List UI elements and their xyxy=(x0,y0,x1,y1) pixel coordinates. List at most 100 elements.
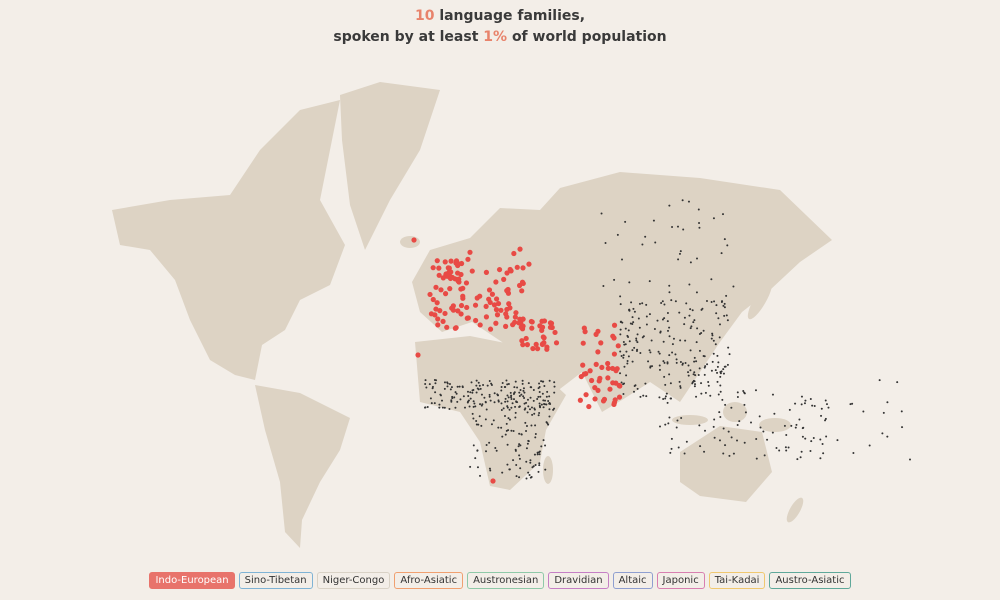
language-dot xyxy=(665,392,668,395)
language-dot xyxy=(642,335,645,338)
language-dot xyxy=(684,339,687,342)
language-dot xyxy=(517,445,520,448)
language-dot xyxy=(736,391,739,394)
language-dot xyxy=(742,389,745,392)
language-dot xyxy=(479,403,482,406)
legend-item[interactable]: Afro-Asiatic xyxy=(394,572,464,589)
language-dot xyxy=(547,423,550,426)
language-dot xyxy=(684,361,687,364)
language-dot xyxy=(529,461,532,464)
language-dot xyxy=(473,402,476,405)
language-dot xyxy=(677,258,680,261)
legend-item[interactable]: Tai-Kadai xyxy=(708,572,766,589)
language-dot xyxy=(483,269,490,275)
language-dot xyxy=(482,383,485,386)
legend-item[interactable]: Sino-Tibetan xyxy=(238,572,313,589)
language-dot xyxy=(636,348,639,351)
language-dot xyxy=(668,416,671,419)
language-dot xyxy=(493,279,499,285)
language-dot xyxy=(424,382,427,385)
language-dot xyxy=(472,400,475,403)
language-dot xyxy=(540,445,543,448)
language-dot xyxy=(820,414,823,417)
language-dot xyxy=(436,272,442,278)
language-dot xyxy=(544,399,547,402)
language-dot xyxy=(636,341,639,344)
language-dot xyxy=(650,339,653,342)
language-dot xyxy=(722,368,725,371)
language-dot xyxy=(743,392,746,395)
language-dot xyxy=(443,387,446,390)
language-dot xyxy=(700,382,703,385)
language-dot xyxy=(534,464,537,467)
language-dot xyxy=(463,280,470,286)
language-dot xyxy=(443,406,446,409)
language-dot xyxy=(519,288,525,294)
legend-item[interactable]: Austronesian xyxy=(467,572,545,589)
language-dot xyxy=(598,340,604,346)
language-dot xyxy=(477,423,480,426)
language-dot xyxy=(547,399,550,402)
legend-item[interactable]: Niger-Congo xyxy=(316,572,391,589)
language-dot xyxy=(809,450,812,453)
language-dot xyxy=(657,350,660,353)
language-dot xyxy=(628,340,631,343)
language-dot xyxy=(544,468,547,471)
language-dot xyxy=(511,250,517,257)
language-dot xyxy=(679,250,682,253)
language-dot xyxy=(552,329,558,336)
language-dot xyxy=(546,390,549,393)
language-dot xyxy=(736,396,739,399)
legend-item[interactable]: Dravidian xyxy=(548,572,609,589)
legend-item[interactable]: Austro-Asiatic xyxy=(769,572,851,589)
language-dot xyxy=(799,456,802,459)
language-dot xyxy=(548,415,551,418)
language-dot xyxy=(516,320,522,326)
language-dot xyxy=(825,403,828,406)
language-dot xyxy=(658,364,661,367)
language-dot xyxy=(518,391,521,394)
language-dot xyxy=(440,318,446,324)
language-dot xyxy=(581,325,587,331)
language-dot xyxy=(529,396,532,399)
language-dot xyxy=(602,285,605,288)
language-dot xyxy=(458,302,465,309)
language-dot xyxy=(621,321,624,324)
language-dot xyxy=(617,383,623,389)
language-dot xyxy=(625,374,628,377)
language-dot xyxy=(800,450,803,453)
language-dot xyxy=(619,295,622,298)
legend-item[interactable]: Japonic xyxy=(656,572,705,589)
language-dot xyxy=(716,365,719,368)
language-dot xyxy=(627,355,630,358)
language-dot xyxy=(518,454,521,457)
language-dot xyxy=(651,365,654,368)
language-dot xyxy=(619,372,622,375)
language-dot xyxy=(493,320,499,326)
language-dot xyxy=(632,307,635,310)
language-dot xyxy=(685,302,688,305)
legend-item[interactable]: Altaic xyxy=(612,572,653,589)
language-dot xyxy=(720,301,723,304)
language-dot xyxy=(693,356,696,359)
language-dot xyxy=(548,408,551,411)
language-dot xyxy=(679,386,682,389)
language-dot xyxy=(454,391,457,394)
language-dot xyxy=(666,401,669,404)
language-dot xyxy=(628,308,631,311)
islands xyxy=(759,418,791,432)
language-dot xyxy=(446,382,449,385)
language-dot xyxy=(668,291,671,294)
language-dot xyxy=(755,457,758,460)
language-dot xyxy=(501,276,507,282)
language-dot xyxy=(718,411,721,414)
language-dot xyxy=(527,382,530,385)
language-dot xyxy=(588,377,595,384)
language-dot xyxy=(604,242,607,245)
language-dot xyxy=(599,364,605,371)
language-dot xyxy=(470,381,473,384)
language-dot xyxy=(542,399,545,402)
language-dot xyxy=(676,225,679,228)
legend-item[interactable]: Indo-European xyxy=(149,572,235,589)
language-dot xyxy=(534,432,537,435)
